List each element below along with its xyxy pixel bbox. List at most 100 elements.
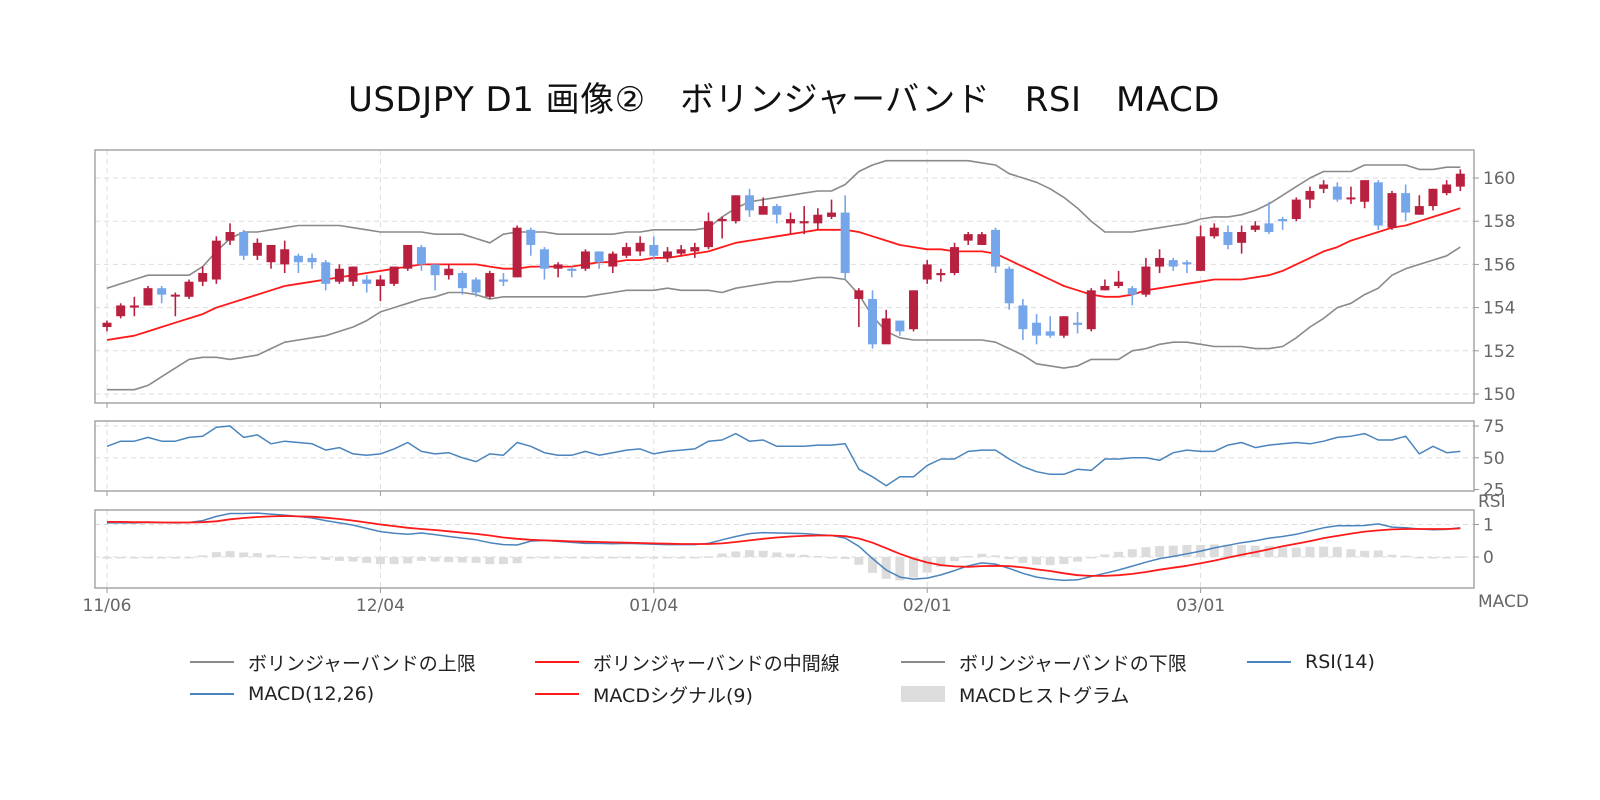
macd-hist-bar xyxy=(252,553,262,557)
macd-hist-bar xyxy=(471,557,481,563)
macd-hist-bar xyxy=(170,557,180,559)
candle xyxy=(881,309,891,345)
macd-hist-bar xyxy=(621,557,631,559)
candle xyxy=(621,242,631,258)
price-tick-label: 154 xyxy=(1483,299,1515,319)
axis-labels: 11/06 12/04 01/04 02/01 03/01 xyxy=(83,596,1226,616)
legend-macd: MACD(12,26) xyxy=(190,683,535,705)
candle xyxy=(116,303,126,319)
macd-hist-bar xyxy=(430,557,440,562)
legend-swatch-rsi xyxy=(1247,661,1291,663)
macd-hist-bar xyxy=(539,557,549,559)
legend-bb-upper: ボリンジャーバンドの上限 xyxy=(190,649,535,676)
macd-hist-bar xyxy=(895,557,905,581)
macd-hist-bar xyxy=(1305,546,1315,557)
macd-hist-bar xyxy=(129,557,139,559)
candle xyxy=(457,270,467,295)
macd-hist-bar xyxy=(909,557,919,578)
candle xyxy=(211,236,221,284)
legend-label-signal: MACDシグナル(9) xyxy=(593,684,753,707)
macd-frame xyxy=(94,509,1475,589)
bb-upper-line xyxy=(106,159,1461,289)
macd-hist-bar xyxy=(567,557,577,559)
candle xyxy=(539,247,549,280)
candle xyxy=(1100,279,1110,291)
macd-hist-bar xyxy=(676,557,686,559)
candle xyxy=(1401,184,1411,222)
macd-hist-bar xyxy=(512,557,522,564)
candle xyxy=(895,320,905,336)
macd-hist-bar xyxy=(239,552,249,557)
candle xyxy=(102,320,112,332)
macd-hist-bar xyxy=(731,551,741,557)
date-tick-label: 01/04 xyxy=(629,596,678,616)
macd-hist-bar xyxy=(1155,545,1165,557)
chart-title: USDJPY D1 画像② ボリンジャーバンド RSI MACD xyxy=(348,80,1220,120)
legend-label-hist: MACDヒストグラム xyxy=(959,684,1130,707)
macd-hist-bar xyxy=(498,557,508,565)
macd-hist-bar xyxy=(416,557,426,561)
legend-bb-lower: ボリンジャーバンドの下限 xyxy=(901,649,1247,676)
legend-rsi: RSI(14) xyxy=(1247,651,1375,673)
candle xyxy=(703,212,713,250)
rsi-tick-label: 50 xyxy=(1483,449,1505,469)
date-tick-label: 02/01 xyxy=(903,596,952,616)
candle xyxy=(143,286,153,306)
macd-hist-bar xyxy=(1141,547,1151,557)
price-tick-label: 158 xyxy=(1483,212,1515,232)
macd-hist-bar xyxy=(840,557,850,559)
candle xyxy=(1428,188,1438,211)
candle xyxy=(348,266,358,286)
price-panel: 160 158 156 154 152 150 xyxy=(94,149,1515,408)
candle xyxy=(1032,314,1042,345)
macd-hist-bar xyxy=(457,557,467,563)
macd-tick-label: 1 xyxy=(1483,516,1494,536)
candle xyxy=(430,264,440,291)
macd-hist-bar xyxy=(594,557,604,559)
macd-hist-bar xyxy=(184,557,194,559)
legend-swatch-signal xyxy=(535,693,579,695)
candle xyxy=(1414,195,1424,215)
macd-hist-bar xyxy=(1168,545,1178,557)
candle xyxy=(690,242,700,258)
legend-signal: MACDシグナル(9) xyxy=(535,681,901,708)
macd-hist-bar xyxy=(690,557,700,559)
macd-hist-bar xyxy=(293,557,303,559)
rsi-line xyxy=(106,425,1461,487)
candle xyxy=(909,290,919,332)
signal-line xyxy=(107,515,1461,577)
macd-hist-bar xyxy=(1073,557,1083,562)
macd-hist-bar xyxy=(1004,557,1014,560)
price-tick-label: 150 xyxy=(1483,385,1515,405)
macd-hist-bar xyxy=(375,557,385,565)
candle xyxy=(1387,190,1397,230)
macd-hist-bar xyxy=(1100,554,1110,557)
legend-label-bb-lower: ボリンジャーバンドの下限 xyxy=(959,652,1187,675)
candle xyxy=(662,247,672,263)
macd-hist-bar xyxy=(580,557,590,559)
macd-hist-bar xyxy=(266,554,276,557)
macd-hist-bar xyxy=(799,554,809,557)
candle xyxy=(129,296,139,317)
macd-hist-bar xyxy=(1209,544,1219,557)
candle xyxy=(1278,216,1288,230)
macd-hist-bar xyxy=(786,553,795,557)
candle xyxy=(239,229,249,261)
legend-label-rsi: RSI(14) xyxy=(1305,651,1375,673)
candle xyxy=(922,260,932,284)
candle xyxy=(635,236,645,256)
candle xyxy=(950,242,960,276)
candle xyxy=(1264,201,1274,235)
macd-hist-bar xyxy=(1455,556,1465,558)
macd-hist-bar xyxy=(703,556,713,558)
candle xyxy=(1373,180,1383,230)
macd-hist-bar xyxy=(922,557,932,573)
candle xyxy=(1291,197,1301,222)
macd-hist-bar xyxy=(1045,557,1055,566)
candle xyxy=(1332,182,1342,202)
candle xyxy=(594,251,604,269)
macd-panel: 1 0 MACD xyxy=(94,509,1529,612)
macd-hist-bar xyxy=(225,551,235,557)
rsi-tick-label: 25 xyxy=(1483,481,1505,501)
